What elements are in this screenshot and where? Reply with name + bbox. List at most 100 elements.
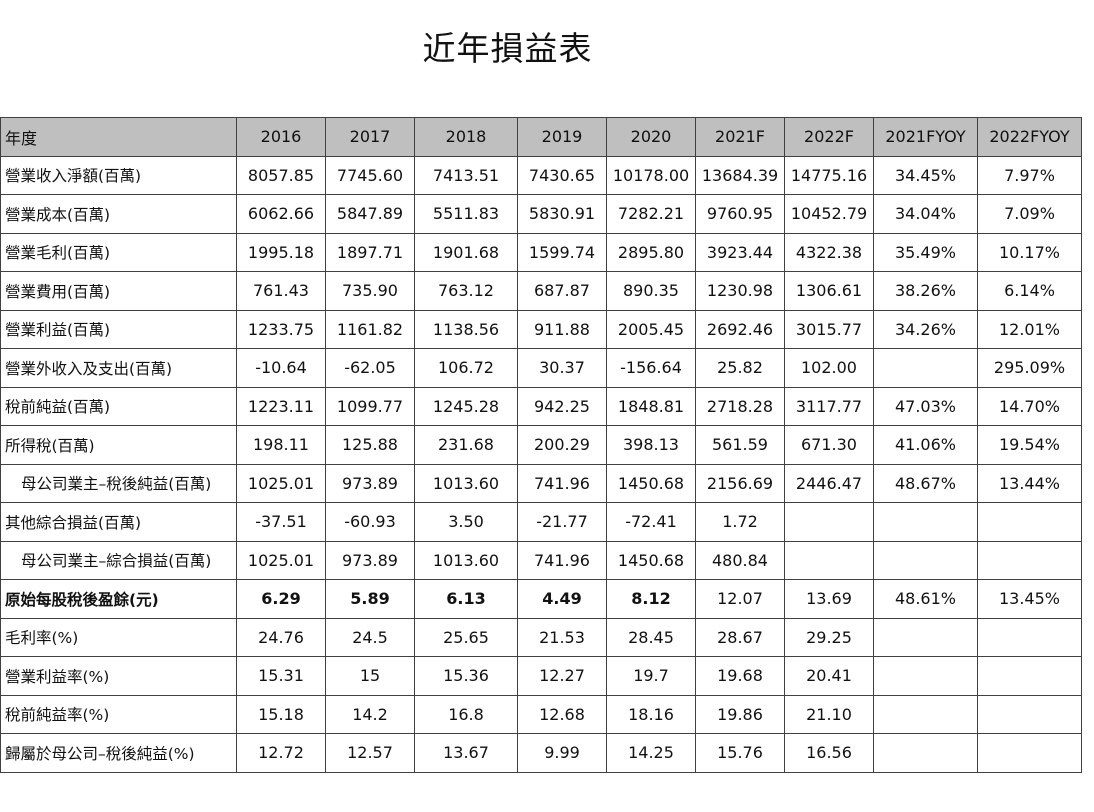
- header-2022fyoy: 2022FYOY: [977, 117, 1082, 157]
- row-label: 歸屬於母公司–稅後純益(%): [0, 733, 237, 773]
- table-cell: [977, 617, 1082, 657]
- table-cell: 198.11: [236, 425, 326, 465]
- table-row: 營業成本(百萬) 6062.66 5847.89 5511.83 5830.91 7282…: [0, 194, 1082, 234]
- table-cell: 10.17%: [977, 232, 1082, 272]
- table-cell: 6.14%: [977, 271, 1082, 311]
- header-2022f: 2022F: [784, 117, 874, 157]
- table-cell: 102.00: [784, 348, 874, 388]
- table-cell: 12.07: [695, 579, 785, 619]
- row-label: 母公司業主–稅後純益(百萬): [0, 463, 237, 503]
- table-row: 稅前純益(百萬) 1223.11 1099.77 1245.28 942.25 1848.…: [0, 386, 1082, 426]
- table-row: 稅前純益率(%) 15.18 14.2 16.8 12.68 18.16 19.86 21.1…: [0, 694, 1082, 734]
- table-row: 毛利率(%) 24.76 24.5 25.65 21.53 28.45 28.67 29.25: [0, 617, 1082, 657]
- table-cell: 2895.80: [606, 232, 696, 272]
- table-cell: 34.45%: [873, 155, 978, 195]
- row-label: 稅前純益率(%): [0, 694, 237, 734]
- table-row: 營業利益(百萬) 1233.75 1161.82 1138.56 911.88 2005.…: [0, 309, 1082, 349]
- table-cell: 19.68: [695, 656, 785, 696]
- table-cell: 15: [325, 656, 415, 696]
- table-cell: [977, 694, 1082, 734]
- table-cell: 973.89: [325, 463, 415, 503]
- table-cell: 398.13: [606, 425, 696, 465]
- table-cell: 12.72: [236, 733, 326, 773]
- row-label: 營業利益率(%): [0, 656, 237, 696]
- table-cell: 41.06%: [873, 425, 978, 465]
- table-row: 營業收入淨額(百萬) 8057.85 7745.60 7413.51 7430.65 10…: [0, 155, 1082, 195]
- table-cell: 1306.61: [784, 271, 874, 311]
- table-cell: 1161.82: [325, 309, 415, 349]
- table-cell: 942.25: [517, 386, 607, 426]
- table-cell: 741.96: [517, 540, 607, 580]
- table-cell: 4.49: [517, 579, 607, 619]
- table-cell: 6.29: [236, 579, 326, 619]
- table-cell: 18.16: [606, 694, 696, 734]
- table-cell: 30.37: [517, 348, 607, 388]
- table-cell: 1245.28: [414, 386, 518, 426]
- table-cell: 741.96: [517, 463, 607, 503]
- table-cell: 48.61%: [873, 579, 978, 619]
- row-label: 毛利率(%): [0, 617, 237, 657]
- table-cell: 1099.77: [325, 386, 415, 426]
- table-cell: 19.54%: [977, 425, 1082, 465]
- table-cell: 671.30: [784, 425, 874, 465]
- table-cell: 1138.56: [414, 309, 518, 349]
- table-cell: 19.86: [695, 694, 785, 734]
- table-cell: 10452.79: [784, 194, 874, 234]
- table-cell: -21.77: [517, 502, 607, 542]
- table-header-row: 年度 2016 2017 2018 2019 2020 2021F 2022F …: [0, 117, 1082, 157]
- table-cell: 13684.39: [695, 155, 785, 195]
- table-cell: 1013.60: [414, 463, 518, 503]
- table-cell: [873, 540, 978, 580]
- table-cell: 1848.81: [606, 386, 696, 426]
- row-label: 稅前純益(百萬): [0, 386, 237, 426]
- row-label: 營業收入淨額(百萬): [0, 155, 237, 195]
- table-cell: 295.09%: [977, 348, 1082, 388]
- table-row: 其他綜合損益(百萬) -37.51 -60.93 3.50 -21.77 -72.41 1.…: [0, 502, 1082, 542]
- row-label: 其他綜合損益(百萬): [0, 502, 237, 542]
- row-label: 母公司業主–綜合損益(百萬): [0, 540, 237, 580]
- table-cell: 1230.98: [695, 271, 785, 311]
- row-label: 營業成本(百萬): [0, 194, 237, 234]
- table-cell: -37.51: [236, 502, 326, 542]
- table-cell: 1.72: [695, 502, 785, 542]
- row-label: 營業利益(百萬): [0, 309, 237, 349]
- header-2019: 2019: [517, 117, 607, 157]
- table-cell: [873, 733, 978, 773]
- table-cell: 1450.68: [606, 463, 696, 503]
- table-cell: 7430.65: [517, 155, 607, 195]
- row-label: 營業費用(百萬): [0, 271, 237, 311]
- table-cell: 14.70%: [977, 386, 1082, 426]
- table-cell: 10178.00: [606, 155, 696, 195]
- table-row: 母公司業主–綜合損益(百萬) 1025.01 973.89 1013.60 741.96…: [0, 540, 1082, 580]
- table-cell: [784, 502, 874, 542]
- table-cell: [873, 694, 978, 734]
- table-cell: 28.67: [695, 617, 785, 657]
- table-cell: [977, 502, 1082, 542]
- table-cell: 5.89: [325, 579, 415, 619]
- table-cell: 15.31: [236, 656, 326, 696]
- row-label: 原始每股稅後盈餘(元): [0, 579, 237, 619]
- header-2021f: 2021F: [695, 117, 785, 157]
- table-cell: 21.53: [517, 617, 607, 657]
- table-cell: 8057.85: [236, 155, 326, 195]
- header-2016: 2016: [236, 117, 326, 157]
- table-cell: 13.44%: [977, 463, 1082, 503]
- table-cell: 34.04%: [873, 194, 978, 234]
- table-cell: -156.64: [606, 348, 696, 388]
- table-cell: 125.88: [325, 425, 415, 465]
- header-2021fyoy: 2021FYOY: [873, 117, 978, 157]
- table-cell: 890.35: [606, 271, 696, 311]
- table-cell: 24.76: [236, 617, 326, 657]
- table-cell: 1223.11: [236, 386, 326, 426]
- table-cell: 2692.46: [695, 309, 785, 349]
- table-cell: 561.59: [695, 425, 785, 465]
- table-cell: 16.56: [784, 733, 874, 773]
- table-cell: 3117.77: [784, 386, 874, 426]
- table-cell: 4322.38: [784, 232, 874, 272]
- table-cell: 48.67%: [873, 463, 978, 503]
- table-cell: 35.49%: [873, 232, 978, 272]
- table-cell: 16.8: [414, 694, 518, 734]
- table-cell: 9760.95: [695, 194, 785, 234]
- table-cell: 1450.68: [606, 540, 696, 580]
- table-cell: 25.82: [695, 348, 785, 388]
